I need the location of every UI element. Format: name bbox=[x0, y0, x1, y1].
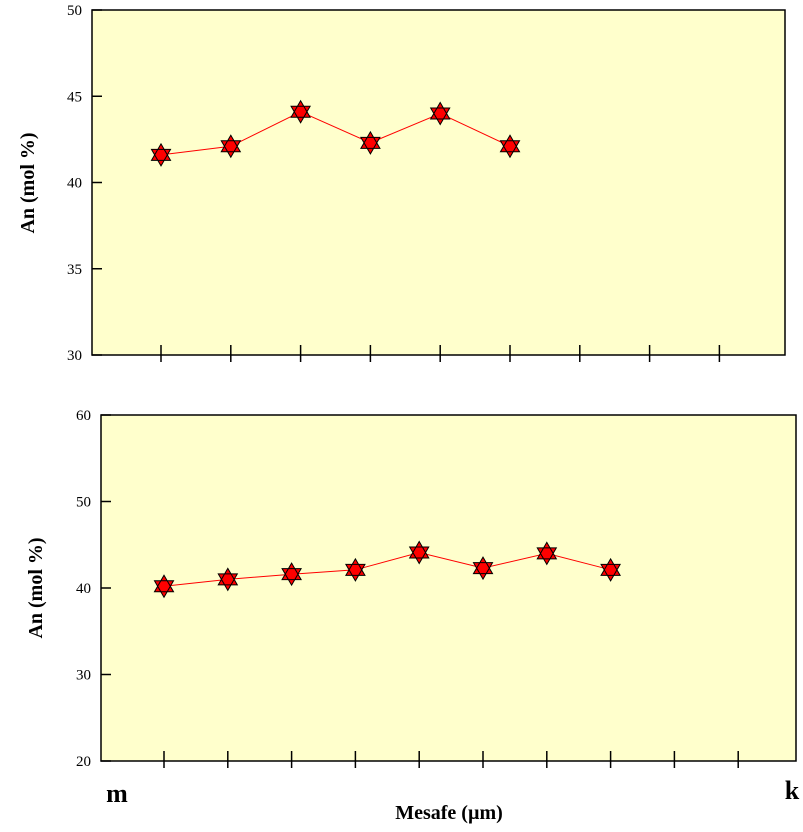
bottom-data-point bbox=[153, 574, 175, 599]
top-x-ticks bbox=[160, 345, 721, 362]
bottom-y-tick-label: 60 bbox=[76, 408, 91, 424]
bottom-series bbox=[153, 540, 621, 599]
top-data-point bbox=[220, 134, 242, 159]
top-data-point bbox=[290, 99, 311, 124]
top-y-tick-label: 50 bbox=[67, 3, 82, 19]
bottom-data-point bbox=[217, 567, 239, 592]
bottom-y-tick-label: 50 bbox=[76, 495, 91, 511]
top-y-ticks: 30 35 40 45 50 bbox=[67, 3, 102, 364]
top-series bbox=[150, 99, 521, 167]
bottom-y-axis-label: An (mol %) bbox=[25, 537, 47, 638]
bottom-data-point bbox=[408, 540, 430, 565]
top-data-point bbox=[429, 101, 451, 126]
bottom-data-point bbox=[472, 556, 494, 581]
x-axis-label: Mesafe (µm) bbox=[395, 802, 503, 824]
top-series-line bbox=[160, 111, 511, 156]
bottom-y-tick-label: 40 bbox=[76, 581, 91, 597]
top-y-tick-label: 30 bbox=[67, 348, 82, 364]
bottom-y-ticks: 20 30 40 50 60 bbox=[76, 408, 111, 770]
top-y-tick-label: 40 bbox=[67, 176, 82, 192]
x-end-label: k bbox=[785, 776, 800, 805]
bottom-data-point bbox=[281, 562, 302, 587]
bottom-y-tick-label: 20 bbox=[76, 754, 91, 770]
top-data-point bbox=[360, 130, 381, 155]
bottom-x-ticks bbox=[163, 751, 739, 768]
top-plot-area bbox=[91, 9, 786, 356]
bottom-chart: 20 30 40 50 60 An (mol %) Mesafe (µm) m k bbox=[25, 408, 800, 824]
bottom-y-tick-label: 30 bbox=[76, 668, 91, 684]
top-data-point bbox=[499, 134, 521, 159]
top-y-tick-label: 45 bbox=[67, 89, 82, 105]
bottom-data-point bbox=[600, 557, 621, 582]
x-start-label: m bbox=[106, 779, 128, 808]
top-y-tick-label: 35 bbox=[67, 262, 82, 278]
bottom-plot-area bbox=[100, 414, 797, 762]
top-chart: 30 35 40 45 50 An (mol %) bbox=[17, 3, 786, 364]
bottom-data-point bbox=[536, 541, 558, 566]
bottom-data-point bbox=[345, 557, 366, 582]
top-data-point bbox=[150, 142, 172, 167]
bottom-series-line bbox=[163, 551, 611, 587]
top-y-axis-label: An (mol %) bbox=[17, 132, 39, 233]
